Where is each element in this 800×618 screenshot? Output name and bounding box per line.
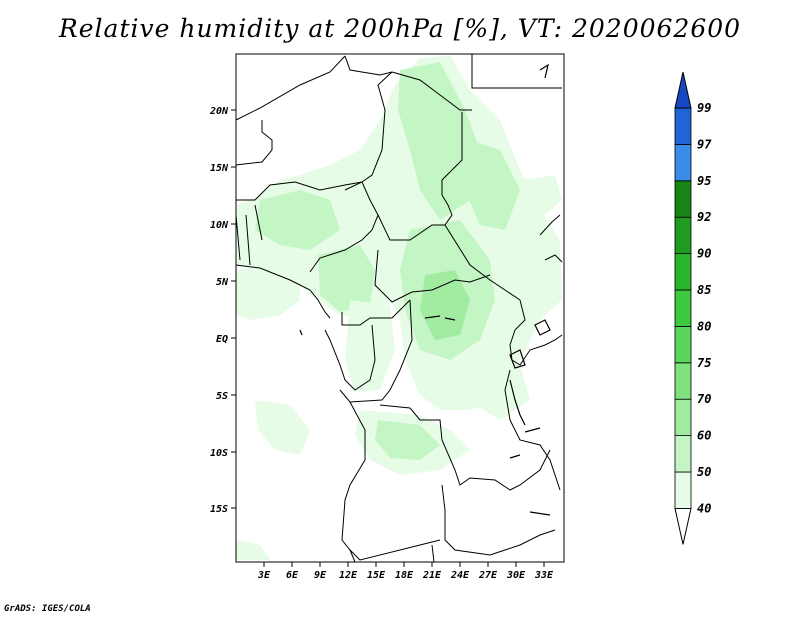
colorbar-segment — [674, 107, 692, 145]
colorbar-segment — [674, 471, 692, 509]
map-panel: 20N 15N 10N 5N EQ 5S 10S 15S 3E 6E 9E 12… — [209, 53, 565, 581]
colorbar-label: 75 — [697, 356, 711, 370]
lat-label: 20N — [209, 106, 229, 117]
grads-credit: GrADS: IGES/COLA — [4, 604, 91, 614]
lon-label: 33E — [534, 570, 554, 581]
colorbar-low-arrow — [674, 507, 692, 545]
lon-label: 9E — [314, 570, 327, 581]
lat-label: EQ — [216, 334, 228, 345]
colorbar-segment — [674, 289, 692, 327]
colorbar-segment — [674, 180, 692, 218]
colorbar-label: 97 — [697, 137, 712, 151]
chart-title: Relative humidity at 200hPa [%], VT: 202… — [58, 14, 742, 43]
lon-label: 30E — [506, 570, 526, 581]
colorbar-label: 40 — [697, 501, 711, 515]
lon-label: 6E — [286, 570, 299, 581]
humidity-shading — [236, 55, 562, 560]
colorbar-label: 95 — [697, 174, 711, 188]
lat-label: 10S — [210, 448, 228, 459]
colorbar-segment — [674, 398, 692, 437]
lat-label: 15S — [210, 504, 228, 515]
lon-label: 27E — [478, 570, 498, 581]
colorbar-label: 99 — [697, 101, 711, 115]
lon-label: 15E — [367, 570, 386, 581]
lon-label: 21E — [422, 570, 442, 581]
colorbar-label: 85 — [697, 283, 711, 297]
colorbar-segment — [674, 253, 692, 291]
map-frame — [235, 53, 565, 563]
lat-label: 10N — [210, 220, 229, 231]
colorbar-segment — [674, 216, 692, 254]
axis-ticks — [231, 109, 545, 567]
lon-label: 24E — [450, 570, 470, 581]
lon-label: 18E — [395, 570, 414, 581]
lon-label: 3E — [257, 570, 271, 581]
colorbar-label: 70 — [697, 392, 711, 406]
colorbar: 40 50 60 70 75 80 85 90 92 95 97 99 — [674, 71, 712, 545]
colorbar-label: 80 — [697, 319, 711, 333]
lon-label: 12E — [339, 570, 358, 581]
country-borders — [235, 54, 563, 563]
lat-label: 5N — [216, 277, 229, 288]
lakes-islands — [299, 63, 551, 516]
colorbar-segment — [674, 435, 692, 473]
colorbar-segment — [674, 362, 692, 400]
colorbar-high-arrow — [674, 71, 692, 109]
lat-label: 5S — [216, 391, 228, 402]
colorbar-segment — [674, 325, 692, 364]
colorbar-segment — [674, 143, 692, 182]
lat-label: 15N — [210, 163, 229, 174]
colorbar-label: 60 — [697, 429, 711, 443]
colorbar-label: 92 — [697, 210, 711, 224]
colorbar-label: 50 — [697, 465, 711, 479]
colorbar-label: 90 — [697, 247, 711, 261]
